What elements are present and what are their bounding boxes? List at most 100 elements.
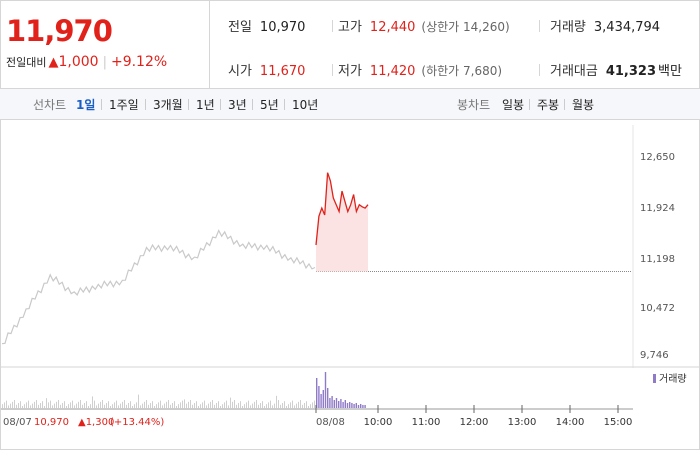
volume-bar <box>264 406 265 408</box>
volume-bar <box>54 403 55 408</box>
divider <box>539 20 540 32</box>
volume-bar <box>18 403 19 408</box>
candle-monthly-button[interactable]: 월봉 <box>572 98 595 112</box>
volume-bar <box>236 404 237 408</box>
divider <box>101 99 102 110</box>
stat-open: 시가 11,670 <box>228 60 305 79</box>
quote-header: 11,970 전일대비 ▲1,000 | +9.12% 전일 10,970 고가 12,4… <box>0 0 700 89</box>
divider <box>332 64 333 76</box>
volume-bar <box>360 404 362 408</box>
period-1w-button[interactable]: 1주일 <box>109 98 139 112</box>
volume-bar <box>8 405 9 408</box>
volume-bar <box>128 403 129 408</box>
volume-bar <box>190 400 191 408</box>
volume-bar <box>116 400 117 408</box>
volume-bar <box>74 405 75 408</box>
divider <box>188 99 189 110</box>
volume-bar <box>276 395 277 408</box>
volume-bar <box>338 401 340 408</box>
volume-bar <box>242 406 243 408</box>
volume-bar <box>104 404 105 408</box>
volume-bar <box>174 401 175 408</box>
volume-bar <box>353 404 355 408</box>
today-price-line <box>315 172 369 246</box>
x-tick-label: 13:00 <box>508 417 537 428</box>
volume-bar <box>156 404 157 408</box>
stat-value: 11,670 <box>259 64 306 79</box>
volume-bar <box>164 403 165 408</box>
volume-bar <box>46 398 47 408</box>
volume-bar <box>80 400 81 408</box>
divider: | <box>102 55 107 70</box>
volume-bar <box>152 401 153 408</box>
volume-bar <box>208 403 209 408</box>
volume-bar <box>274 403 275 408</box>
volume-bar <box>24 404 25 408</box>
divider <box>284 99 285 110</box>
divider <box>252 99 253 110</box>
volume-bar <box>238 403 239 408</box>
period-1d-button[interactable]: 1일 <box>76 98 96 112</box>
volume-bar <box>316 378 318 408</box>
volume-bar <box>12 401 13 408</box>
period-1y-button[interactable]: 1년 <box>196 98 215 112</box>
volume-bar <box>166 401 167 408</box>
stat-value: 3,434,794 <box>593 20 661 35</box>
volume-bar <box>50 400 51 408</box>
volume-bar <box>324 372 327 408</box>
stat-sub: (하한가 7,680) <box>421 64 503 78</box>
volume-bar <box>342 402 344 408</box>
volume-bar <box>230 397 231 408</box>
period-5y-button[interactable]: 5년 <box>260 98 279 112</box>
volume-bar <box>72 400 73 408</box>
volume-bar <box>162 405 163 408</box>
candle-daily-button[interactable]: 일봉 <box>502 98 525 112</box>
volume-legend-label: 거래량 <box>659 373 687 385</box>
volume-bar <box>262 401 263 408</box>
prev-day-change: ▲1,300 <box>78 417 114 428</box>
volume-bar <box>68 404 69 408</box>
period-3y-button[interactable]: 3년 <box>228 98 247 112</box>
volume-bar <box>4 402 5 408</box>
volume-bar <box>126 404 127 408</box>
stat-label: 전일 <box>228 20 252 35</box>
stat-label: 거래대금 <box>550 64 598 79</box>
volume-bar <box>210 401 211 408</box>
stat-amount: 거래대금 41,323 백만 <box>550 60 682 79</box>
divider <box>529 99 530 110</box>
divider <box>220 99 221 110</box>
volume-bar <box>270 400 271 408</box>
volume-bar <box>198 406 199 408</box>
volume-bar <box>82 404 83 408</box>
stat-high: 고가 12,440 (상한가 14,260) <box>338 16 510 35</box>
volume-bar <box>355 403 357 408</box>
volume-bar <box>122 401 123 408</box>
period-10y-button[interactable]: 10년 <box>292 98 319 112</box>
volume-bar <box>364 405 366 408</box>
volume-bar <box>2 404 3 408</box>
volume-bar <box>333 400 335 408</box>
volume-bar <box>124 400 125 408</box>
volume-bar <box>240 401 241 408</box>
divider <box>145 99 146 110</box>
volume-bar <box>292 400 293 408</box>
volume-bar <box>296 403 297 408</box>
period-3m-button[interactable]: 3개월 <box>153 98 183 112</box>
volume-bar <box>194 403 195 408</box>
line-chart-label: 선차트 <box>33 98 67 112</box>
candle-weekly-button[interactable]: 주봉 <box>537 98 560 112</box>
volume-bars <box>2 372 366 408</box>
change-value: 1,000 <box>58 54 99 70</box>
up-arrow-icon: ▲ <box>48 55 59 70</box>
x-axis-ticks <box>315 405 619 413</box>
stat-value: 12,440 <box>369 20 416 35</box>
x-tick-label: 12:00 <box>460 417 489 428</box>
volume-bar <box>250 405 251 408</box>
volume-bar <box>108 401 109 408</box>
prev-day-percent: (+13.44%) <box>110 417 164 428</box>
stat-value: 11,420 <box>369 64 416 79</box>
volume-bar <box>327 388 329 408</box>
volume-bar <box>220 406 221 408</box>
volume-bar <box>64 401 65 408</box>
volume-bar <box>329 398 331 408</box>
